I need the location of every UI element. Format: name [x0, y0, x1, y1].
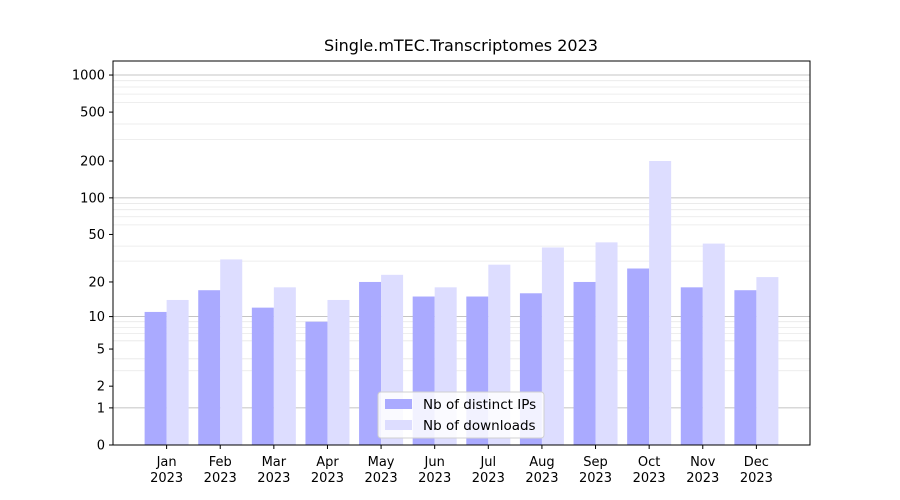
y-tick-label: 100	[80, 191, 105, 206]
x-tick-label-year: 2023	[740, 471, 773, 486]
y-tick-label: 50	[88, 228, 105, 243]
y-tick-label: 0	[97, 439, 105, 454]
legend-swatch	[385, 399, 412, 409]
x-tick-label-year: 2023	[633, 471, 666, 486]
x-tick-label-year: 2023	[418, 471, 451, 486]
y-tick-label: 1	[97, 401, 105, 416]
legend-box	[377, 391, 545, 439]
y-tick-label: 200	[80, 155, 105, 170]
bar-downloads	[327, 299, 350, 445]
x-tick-label-year: 2023	[257, 471, 290, 486]
axes: 01251020501002005001000Jan2023Feb2023Mar…	[72, 60, 811, 486]
bar-downloads	[166, 299, 189, 445]
x-tick-label-month: Apr	[316, 455, 339, 470]
bar-distinct-ips	[198, 290, 221, 445]
bar-distinct-ips	[627, 268, 650, 445]
x-tick-label-year: 2023	[525, 471, 558, 486]
bar-distinct-ips	[573, 281, 596, 445]
bar-downloads	[702, 243, 725, 445]
x-tick-label-month: Mar	[262, 455, 287, 470]
x-tick-label-month: Aug	[529, 455, 554, 470]
y-tick-label: 5	[97, 343, 105, 358]
y-tick-label: 500	[80, 106, 105, 121]
y-tick-label: 2	[97, 380, 105, 395]
x-tick-label-month: May	[368, 455, 395, 470]
x-tick-label-month: Jun	[424, 455, 445, 470]
chart-title: Single.mTEC.Transcriptomes 2023	[324, 36, 598, 55]
bar-distinct-ips	[144, 311, 167, 445]
x-tick-label-year: 2023	[311, 471, 344, 486]
bar-downloads	[273, 287, 296, 445]
bar-downloads	[756, 277, 779, 445]
y-tick-label: 1000	[72, 69, 105, 84]
x-tick-label-year: 2023	[579, 471, 612, 486]
x-tick-label-year: 2023	[204, 471, 237, 486]
x-tick-label-year: 2023	[365, 471, 398, 486]
plot-frame	[112, 60, 811, 446]
y-tick-label: 20	[88, 275, 105, 290]
y-tick-label: 10	[88, 310, 105, 325]
x-tick-label-month: Feb	[209, 455, 232, 470]
x-tick-label-year: 2023	[150, 471, 183, 486]
legend-label: Nb of downloads	[423, 418, 536, 434]
bar-downloads	[220, 259, 243, 445]
x-tick-label-month: Jan	[156, 455, 177, 470]
x-tick-label-month: Jul	[479, 455, 496, 470]
x-tick-label-month: Dec	[744, 455, 769, 470]
x-tick-label-year: 2023	[472, 471, 505, 486]
legend-swatch	[385, 420, 412, 430]
x-tick-label-month: Oct	[638, 455, 660, 470]
bar-downloads	[649, 161, 672, 445]
bar-downloads	[541, 247, 564, 445]
bar-distinct-ips	[359, 281, 382, 445]
bar-distinct-ips	[734, 290, 757, 445]
bar-distinct-ips	[680, 287, 703, 445]
bar-distinct-ips	[305, 321, 328, 445]
x-tick-label-month: Nov	[690, 455, 716, 470]
x-tick-label-year: 2023	[686, 471, 719, 486]
bar-downloads	[595, 242, 618, 445]
legend-label: Nb of distinct IPs	[423, 397, 536, 413]
bar-distinct-ips	[251, 307, 274, 445]
x-tick-label-month: Sep	[583, 455, 608, 470]
legend: Nb of distinct IPs Nb of downloads	[377, 391, 545, 439]
